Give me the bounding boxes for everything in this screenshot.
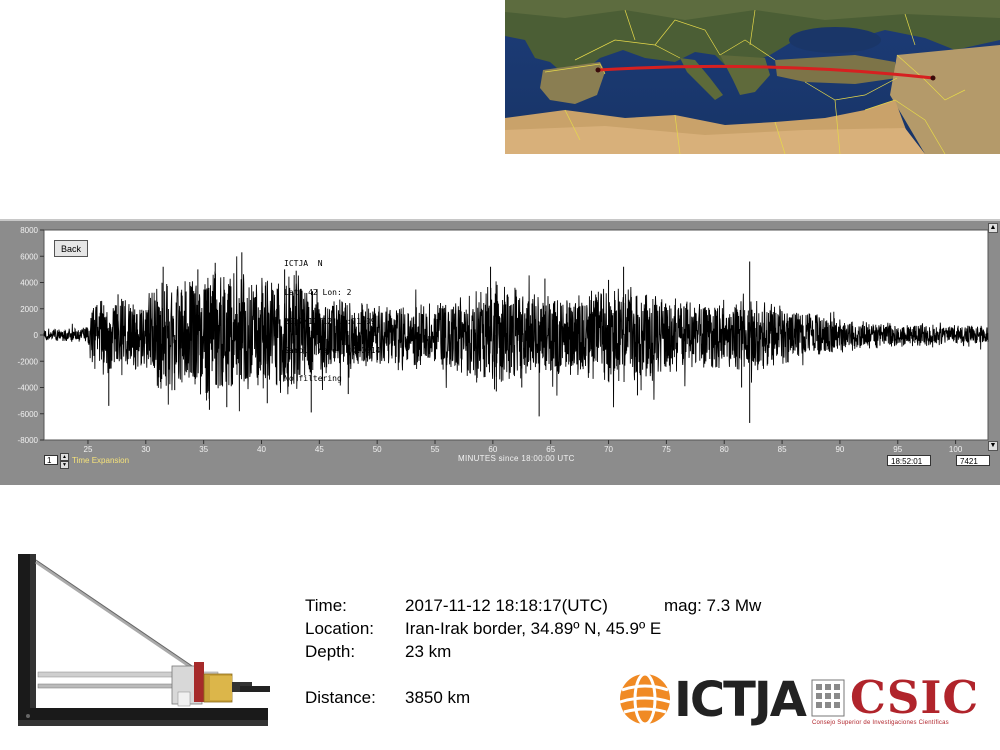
info-line: Sample rate: 20.0014 [284,345,381,355]
csic-subtitle: Consejo Superior de Investigaciones Cien… [812,720,949,726]
magnitude: mag: 7.3 Mw [664,596,762,615]
x-tick-label: 65 [546,445,555,454]
distance-value: 3850 km [405,688,471,707]
x-tick-label: 90 [835,445,844,454]
seismometer-image [18,554,270,726]
location-label: Location: [305,619,374,638]
x-tick-label: 60 [488,445,497,454]
csic-logo: CSIC Consejo Superior de Investigaciones… [810,671,1000,730]
time-expansion-input[interactable]: 1 [44,455,58,465]
y-tick-label: 4000 [20,279,38,288]
seismogram-trace [43,256,989,412]
distance-label: Distance: [305,688,376,707]
time-expansion-spinner[interactable]: ▲ ▼ [60,453,69,469]
x-tick-label: 50 [373,445,382,454]
back-button[interactable]: Back [54,240,88,257]
y-tick-label: 8000 [20,226,38,235]
x-tick-label: 55 [431,445,440,454]
x-tick-label: 80 [720,445,729,454]
y-tick-label: -6000 [18,410,39,419]
scroll-down-arrow-icon[interactable]: ▼ [988,441,998,451]
x-tick-label: 40 [257,445,266,454]
scroll-up-arrow-icon[interactable]: ▲ [988,223,998,233]
x-tick-label: 85 [778,445,787,454]
y-tick-label: 2000 [20,305,38,314]
y-tick-label: -2000 [18,357,39,366]
ictja-logo: ICTJA [618,672,808,728]
spin-up-icon[interactable]: ▲ [60,453,69,461]
csic-emblem-icon [811,679,845,717]
x-tick-label: 100 [949,445,963,454]
ictja-wordmark: ICTJA [674,672,807,728]
location-value: Iran-Irak border, 34.89º N, 45.9º E [405,619,662,638]
seismograph-window: 8000 6000 4000 2000 0 -2000 -4000 -6000 -8000 25… [0,219,1000,485]
info-line: No filtering [284,374,342,384]
info-line: Lat: 42 Lon: 2 [284,287,352,297]
x-tick-label: 30 [141,445,150,454]
x-tick-label: 45 [315,445,324,454]
csic-wordmark: CSIC [850,671,980,724]
y-tick-label: 6000 [20,252,38,261]
y-tick-label: -8000 [18,436,39,445]
depth-value: 23 km [405,642,452,661]
depth-label: Depth: [305,642,356,661]
y-tick-label: -4000 [18,384,39,393]
info-line: ICTJA N [284,259,323,269]
globe-icon [619,672,671,726]
spin-down-icon[interactable]: ▼ [60,461,69,469]
time-expansion-label: Time Expansion [72,456,130,465]
y-tick-label: 0 [34,331,39,340]
x-axis-title: MINUTES since 18:00:00 UTC [458,454,575,463]
x-tick-label: 75 [662,445,671,454]
info-line: 2017/11/12 18:21:09 [284,316,376,326]
station-info: ICTJA N Lat: 42 Lon: 2 2017/11/12 18:21:… [284,240,380,403]
count-readout: 7421 [956,455,990,466]
map-image [505,0,1000,154]
x-tick-label: 95 [893,445,902,454]
seismogram-chart: 8000 6000 4000 2000 0 -2000 -4000 -6000 -8000 25… [18,226,989,454]
time-readout: 18:52:01 [887,455,931,466]
time-value: 2017-11-12 18:18:17(UTC) [405,596,608,615]
x-tick-label: 25 [84,445,93,454]
x-tick-label: 70 [604,445,613,454]
time-label: Time: [305,596,347,615]
x-tick-label: 35 [199,445,208,454]
